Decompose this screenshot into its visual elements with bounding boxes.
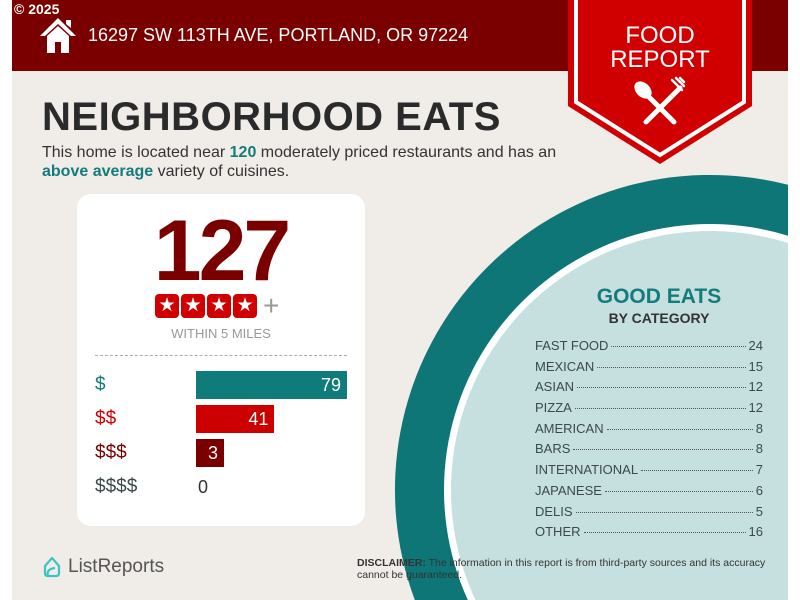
- category-count: 7: [755, 462, 763, 478]
- category-row: OTHER 16: [535, 524, 763, 545]
- category-name: INTERNATIONAL: [535, 462, 639, 478]
- category-row: INTERNATIONAL 7: [535, 462, 763, 483]
- category-count: 16: [748, 524, 763, 540]
- copyright: © 2025: [14, 1, 60, 17]
- category-count: 15: [748, 358, 763, 374]
- category-list: GOOD EATS BY CATEGORY FAST FOOD 24 MEXICAN…: [535, 285, 763, 545]
- category-subtitle: BY CATEGORY: [608, 310, 710, 326]
- category-row: JAPANESE 6: [535, 483, 763, 504]
- category-name: JAPANESE: [535, 482, 602, 498]
- price-row: $79: [95, 371, 355, 399]
- star-rating: ★ ★ ★ ★ +: [155, 290, 280, 321]
- category-name: OTHER: [535, 524, 581, 540]
- category-circle: [394, 174, 788, 600]
- food-report-label: FOOD REPORT: [568, 24, 752, 72]
- leader-dots: [611, 346, 746, 347]
- summary-card: 127 ★ ★ ★ ★ + WITHIN 5 MILES $79 $$ 41 $$$ 3 $$$$…: [77, 194, 365, 526]
- star-icon: ★: [155, 294, 179, 318]
- circle-inner: [451, 230, 788, 600]
- star-icon: ★: [181, 294, 205, 318]
- variety-rating: above average: [42, 163, 154, 180]
- star-icon: ★: [233, 294, 257, 318]
- spoon-fork-icon: [634, 76, 686, 125]
- logo-text: ListReports: [68, 556, 165, 577]
- leader-dots: [573, 449, 753, 451]
- category-count: 8: [755, 441, 763, 457]
- food-report-badge: [568, 0, 752, 164]
- leader-dots: [597, 366, 746, 368]
- category-row: AMERICAN 8: [535, 421, 763, 442]
- category-name: BARS: [535, 441, 571, 457]
- price-row: $$$ 3: [95, 439, 355, 467]
- category-count: 24: [748, 338, 763, 353]
- category-row: FAST FOOD 24: [535, 338, 763, 359]
- price-label: $$$$: [95, 476, 138, 497]
- category-count: 5: [755, 503, 763, 519]
- category-row: MEXICAN 15: [535, 359, 763, 380]
- category-row: DELIS 5: [535, 504, 763, 525]
- disclaimer: DISCLAIMER: The information in this repo…: [357, 557, 766, 581]
- price-bar: 0: [198, 477, 209, 497]
- price-row: $$$$ 0: [95, 473, 355, 501]
- category-count: 6: [755, 482, 763, 498]
- price-label: $$: [95, 408, 117, 429]
- divider: [95, 355, 347, 356]
- leader-dots: [606, 428, 753, 430]
- category-name: ASIAN: [535, 379, 575, 395]
- house-icon: [40, 18, 76, 53]
- price-label: $$$: [95, 442, 127, 463]
- category-name: MEXICAN: [535, 358, 595, 374]
- star-icon: ★: [207, 294, 231, 318]
- leader-dots: [577, 387, 746, 389]
- restaurant-count: 120: [229, 144, 257, 161]
- description: This home is located near 120 moderately…: [42, 144, 557, 180]
- price-bar: 3: [196, 439, 224, 467]
- page: © 2025 16297 SW 113TH AVE, PORTLAND, OR …: [12, 0, 788, 600]
- category-row: ASIAN 12: [535, 379, 763, 400]
- category-title: GOOD EATS: [596, 285, 722, 308]
- badge-line2: REPORT: [610, 46, 710, 73]
- leader-dots: [641, 470, 753, 472]
- page-title: NEIGHBORHOOD EATS: [42, 95, 501, 139]
- total-count: 127: [153, 203, 292, 299]
- price-bar: 41: [196, 405, 275, 433]
- price-row: $$ 41: [95, 405, 355, 433]
- address: 16297 SW 113TH AVE, PORTLAND, OR 97224: [88, 25, 469, 45]
- leader-dots: [604, 490, 753, 492]
- badge-line1: FOOD: [625, 22, 695, 49]
- category-count: 12: [748, 379, 763, 395]
- price-bar: 79: [196, 371, 347, 399]
- within-label: WITHIN 5 MILES: [171, 326, 271, 341]
- category-name: DELIS: [535, 503, 573, 519]
- leader-dots: [575, 511, 753, 513]
- category-count: 12: [748, 400, 763, 416]
- leader-dots: [574, 408, 746, 410]
- category-name: PIZZA: [535, 400, 572, 416]
- plus-sign: +: [263, 290, 280, 321]
- category-count: 8: [755, 420, 763, 436]
- category-row: PIZZA 12: [535, 400, 763, 421]
- listreports-logo[interactable]: ListReports: [42, 556, 164, 578]
- price-label: $: [95, 374, 106, 395]
- leader-dots: [583, 532, 746, 534]
- logo-icon: [43, 556, 61, 578]
- category-row: BARS 8: [535, 441, 763, 462]
- category-name: FAST FOOD: [535, 338, 609, 353]
- category-name: AMERICAN: [535, 420, 604, 436]
